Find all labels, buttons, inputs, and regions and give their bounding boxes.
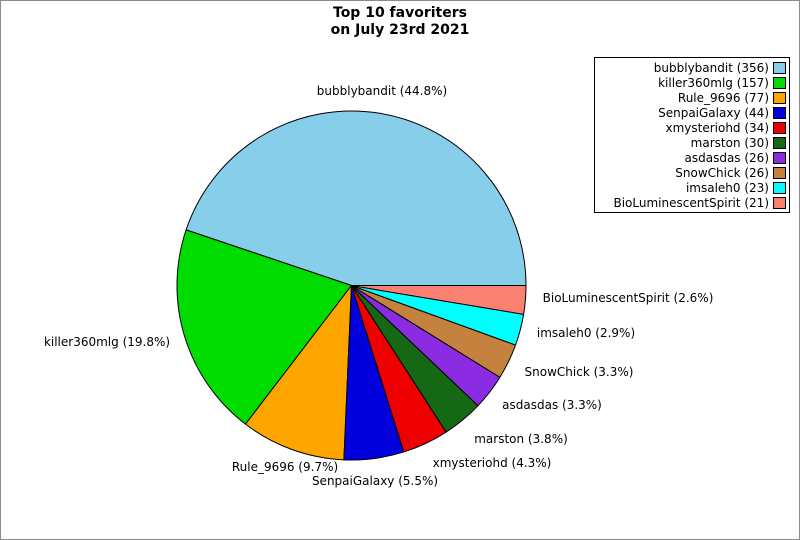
slice-label-killer360mlg: killer360mlg (19.8%) [43, 335, 171, 349]
slice-label-xmysteriohd: xmysteriohd (4.3%) [432, 456, 552, 470]
slice-label-marston: marston (3.8%) [474, 432, 568, 446]
slice-label-bubblybandit: bubblybandit (44.8%) [316, 84, 448, 98]
legend-label: imsaleh0 (23) [685, 180, 769, 195]
legend-swatch-xmysteriohd [773, 121, 786, 134]
legend-swatch-Rule_9696 [773, 91, 786, 104]
legend-swatch-BioLuminescentSpirit [773, 196, 786, 209]
legend-label: BioLuminescentSpirit (21) [613, 195, 769, 210]
legend-item-imsaleh0: imsaleh0 (23) [598, 180, 786, 195]
slice-label-asdasdas: asdasdas (3.3%) [502, 398, 602, 412]
legend-swatch-SnowChick [773, 166, 786, 179]
slice-label-BioLuminescentSpirit: BioLuminescentSpirit (2.6%) [542, 291, 714, 305]
legend-item-BioLuminescentSpirit: BioLuminescentSpirit (21) [598, 195, 786, 210]
legend-item-marston: marston (30) [598, 135, 786, 150]
chart-title: Top 10 favoriters on July 23rd 2021 [330, 5, 470, 38]
legend-item-killer360mlg: killer360mlg (157) [598, 75, 786, 90]
legend-swatch-asdasdas [773, 151, 786, 164]
legend-label: killer360mlg (157) [658, 75, 769, 90]
legend-item-asdasdas: asdasdas (26) [598, 150, 786, 165]
legend-label: SnowChick (26) [675, 165, 769, 180]
legend-swatch-SenpaiGalaxy [773, 106, 786, 119]
legend-swatch-killer360mlg [773, 76, 786, 89]
legend-label: bubblybandit (356) [653, 60, 769, 75]
legend: bubblybandit (356) killer360mlg (157) Rule… [594, 57, 790, 213]
slice-label-SenpaiGalaxy: SenpaiGalaxy (5.5%) [311, 474, 439, 488]
legend-item-bubblybandit: bubblybandit (356) [598, 60, 786, 75]
legend-item-xmysteriohd: xmysteriohd (34) [598, 120, 786, 135]
pie-slice-BioLuminescentSpirit [351, 285, 527, 315]
slice-label-SnowChick: SnowChick (3.3%) [524, 365, 634, 379]
legend-swatch-marston [773, 136, 786, 149]
slice-label-Rule_9696: Rule_9696 (9.7%) [231, 460, 339, 474]
legend-label: Rule_9696 (77) [677, 90, 769, 105]
pie-slice-killer360mlg [176, 229, 352, 425]
legend-label: SenpaiGalaxy (44) [658, 105, 769, 120]
legend-label: asdasdas (26) [684, 150, 770, 165]
legend-item-SnowChick: SnowChick (26) [598, 165, 786, 180]
legend-label: marston (30) [690, 135, 769, 150]
slice-label-imsaleh0: imsaleh0 (2.9%) [536, 326, 636, 340]
pie-slice-bubblybandit [185, 110, 527, 286]
legend-swatch-bubblybandit [773, 61, 786, 74]
legend-item-SenpaiGalaxy: SenpaiGalaxy (44) [598, 105, 786, 120]
legend-label: xmysteriohd (34) [665, 120, 769, 135]
legend-swatch-imsaleh0 [773, 181, 786, 194]
legend-item-Rule_9696: Rule_9696 (77) [598, 90, 786, 105]
pie-slice-Rule_9696 [245, 285, 352, 461]
